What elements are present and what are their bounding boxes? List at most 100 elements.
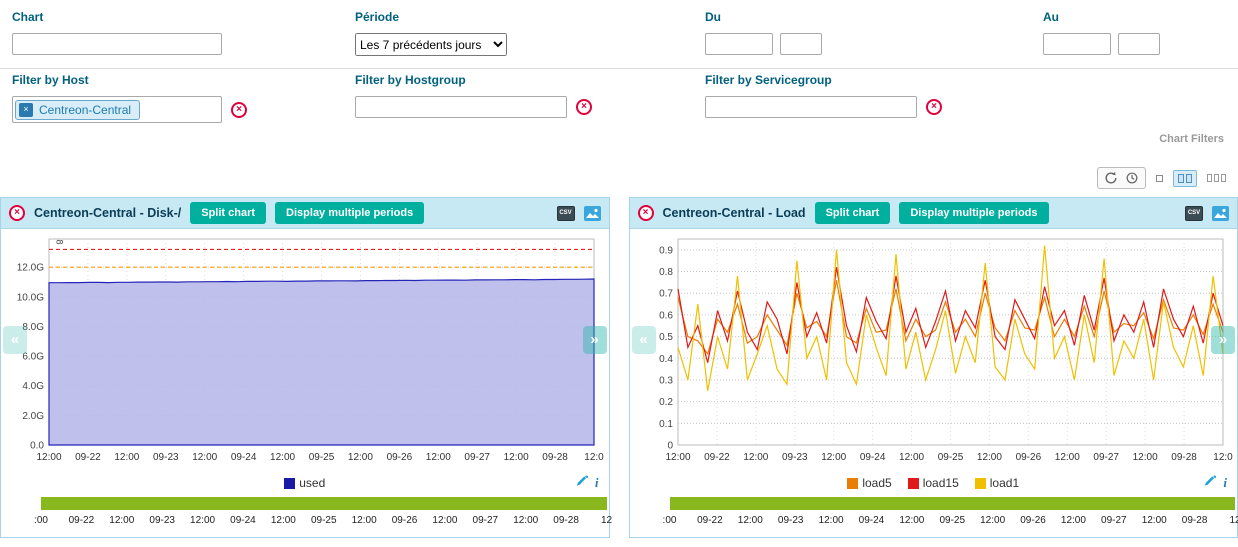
disk-panel-header: × Centreon-Central - Disk-/ Split chart … <box>1 198 609 229</box>
chip-remove-icon[interactable]: × <box>19 102 33 117</box>
legend-item-used[interactable]: used <box>284 476 325 490</box>
hostgroup-input[interactable] <box>355 96 567 118</box>
svg-text:12:00: 12:00 <box>1054 452 1079 463</box>
svg-text:0.1: 0.1 <box>659 419 673 430</box>
scroll-forward-icon[interactable]: » <box>582 325 607 354</box>
scroll-back-icon[interactable]: « <box>3 325 27 354</box>
timeline-tick-label: 12:00 <box>818 515 844 526</box>
clear-servicegroup-filter-icon[interactable]: × <box>926 99 942 115</box>
scroll-back-icon[interactable]: « <box>631 325 656 354</box>
timeline-tick-label: 09-26 <box>391 515 418 526</box>
disk-legend: used i <box>1 471 609 495</box>
svg-text:12:0: 12:0 <box>1213 452 1233 463</box>
svg-text:12:00: 12:00 <box>1132 452 1157 463</box>
du-time-input[interactable] <box>780 33 823 55</box>
svg-text:0.6: 0.6 <box>659 310 673 321</box>
svg-text:09-27: 09-27 <box>1093 452 1119 463</box>
legend-item-load5[interactable]: load5 <box>847 476 892 490</box>
legend-label: load15 <box>922 476 959 490</box>
split-chart-button[interactable]: Split chart <box>190 202 267 224</box>
filters-divider <box>0 68 1238 69</box>
disk-timeline: :00 09-22 12:00 09-23 12:00 09-24 12:00 09-25 12… <box>1 495 612 537</box>
svg-text:09-23: 09-23 <box>153 452 179 463</box>
disk-panel-title: Centreon-Central - Disk-/ <box>34 206 182 220</box>
svg-text:4.0G: 4.0G <box>22 381 44 392</box>
layout-two-columns-icon[interactable] <box>1173 169 1197 187</box>
timeline-tick-label: 09-26 <box>1020 515 1046 526</box>
timeline-tick-label: 09-23 <box>777 515 804 526</box>
timeline-tick-label: 12:00 <box>190 515 216 526</box>
export-csv-icon[interactable]: CSV <box>1185 205 1203 221</box>
filter-hostgroup-label: Filter by Hostgroup <box>355 73 466 87</box>
threshold-annotation: 8 <box>54 239 65 245</box>
svg-text:0.7: 0.7 <box>659 289 673 300</box>
export-image-icon[interactable] <box>583 205 601 221</box>
host-filter-box[interactable]: × Centreon-Central <box>12 96 222 123</box>
load-chart-svg[interactable]: 0 0.1 0.2 0.3 0.4 0.5 0.6 0.7 0.8 0.9 12:00 09-22 12… <box>632 231 1233 471</box>
servicegroup-input[interactable] <box>705 96 917 118</box>
timeline-tick-label: 12:00 <box>513 515 539 526</box>
host-chip: × Centreon-Central <box>15 99 141 120</box>
legend-item-load1[interactable]: load1 <box>974 476 1020 490</box>
svg-text:0.3: 0.3 <box>659 375 673 386</box>
svg-text:12:00: 12:00 <box>114 452 139 463</box>
svg-text:09-25: 09-25 <box>309 452 335 463</box>
load-chart-tools: i <box>1203 475 1227 491</box>
svg-text:12:00: 12:00 <box>504 452 529 463</box>
clear-hostgroup-filter-icon[interactable]: × <box>576 99 592 115</box>
disk-chart-area[interactable]: 8 0.0 2.0G 4.0G 6.0G 8.0G 10.0G 12.0G 12:00 09-2… <box>1 229 609 471</box>
legend-color-swatch <box>907 477 919 489</box>
remove-load-chart-icon[interactable]: × <box>637 205 654 221</box>
svg-text:09-22: 09-22 <box>704 452 730 463</box>
filter-row-period: Chart Période Les 7 précédents jours Du … <box>0 6 1238 66</box>
chart-filter-label: Chart <box>12 10 44 24</box>
timeline-tick-label: 12:00 <box>432 515 458 526</box>
au-date-input[interactable] <box>1043 33 1111 55</box>
chart-info-icon[interactable]: i <box>594 475 599 490</box>
display-multiple-periods-button[interactable]: Display multiple periods <box>899 202 1049 224</box>
filter-servicegroup-label: Filter by Servicegroup <box>705 73 832 87</box>
timeline-tick-label: 12:00 <box>351 515 377 526</box>
chart-info-icon[interactable]: i <box>1223 475 1227 490</box>
chart-filters-caption: Chart Filters <box>1159 133 1224 145</box>
svg-text:12:00: 12:00 <box>899 452 924 463</box>
du-label: Du <box>705 10 721 24</box>
split-chart-button[interactable]: Split chart <box>814 202 891 224</box>
filter-host-label: Filter by Host <box>12 73 89 87</box>
chart-input[interactable] <box>12 33 222 55</box>
edit-chart-pencil-icon[interactable] <box>1203 475 1217 491</box>
svg-text:8.0G: 8.0G <box>22 322 44 333</box>
chart-panels: × Centreon-Central - Disk-/ Split chart … <box>0 197 1238 538</box>
refresh-icon[interactable] <box>1104 171 1118 185</box>
display-multiple-periods-button[interactable]: Display multiple periods <box>275 202 425 224</box>
au-time-input[interactable] <box>1118 33 1161 55</box>
timeline-tick-label: 09-24 <box>858 515 885 526</box>
load-timeline-labels: :00 09-22 12:00 09-23 12:00 09-24 12:00 09-25 12… <box>663 515 1238 529</box>
edit-chart-pencil-icon[interactable] <box>575 475 588 491</box>
timeline-tick-label: 09-27 <box>472 515 499 526</box>
layout-three-columns-icon[interactable] <box>1207 174 1226 182</box>
au-label: Au <box>1043 10 1059 24</box>
legend-label: load1 <box>989 476 1020 490</box>
disk-timeline-bar[interactable] <box>41 497 607 510</box>
scroll-forward-icon[interactable]: » <box>1211 325 1235 354</box>
svg-text:10.0G: 10.0G <box>17 292 44 303</box>
remove-disk-chart-icon[interactable]: × <box>9 205 25 221</box>
du-date-input[interactable] <box>705 33 773 55</box>
load-timeline-bar[interactable] <box>669 497 1235 510</box>
export-csv-icon[interactable]: CSV <box>556 205 575 221</box>
periode-label: Période <box>355 10 400 24</box>
svg-text:0.0: 0.0 <box>30 441 44 452</box>
layout-one-column-icon[interactable] <box>1156 174 1163 182</box>
clear-host-filter-icon[interactable]: × <box>231 101 247 118</box>
periode-select[interactable]: Les 7 précédents jours <box>355 33 507 56</box>
timeline-tick-label: :00 <box>662 515 677 526</box>
auto-refresh-clock-icon[interactable] <box>1125 171 1139 185</box>
svg-text:12:00: 12:00 <box>192 452 217 463</box>
legend-label: used <box>299 476 326 490</box>
disk-chart-svg[interactable]: 0.0 2.0G 4.0G 6.0G 8.0G 10.0G 12.0G 12:00 09-22 1… <box>3 231 604 471</box>
svg-text:0.9: 0.9 <box>659 245 673 256</box>
export-image-icon[interactable] <box>1212 205 1229 221</box>
legend-item-load15[interactable]: load15 <box>907 476 959 490</box>
load-chart-area[interactable]: 0 0.1 0.2 0.3 0.4 0.5 0.6 0.7 0.8 0.9 12:00 09-22 12… <box>630 229 1238 471</box>
